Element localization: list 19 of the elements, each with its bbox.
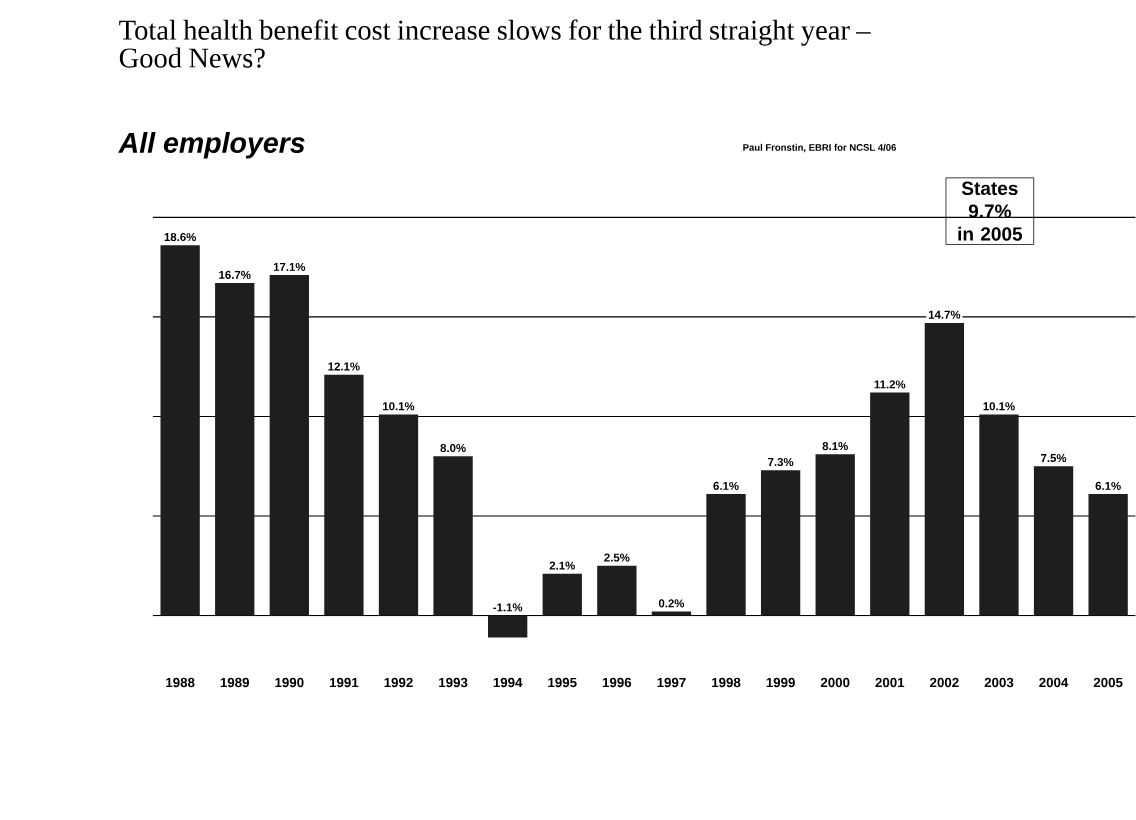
bar — [160, 245, 200, 616]
bar — [433, 456, 473, 616]
bar — [378, 414, 419, 616]
bar — [760, 470, 801, 616]
bar — [269, 274, 309, 616]
bar — [815, 454, 855, 616]
bar — [542, 573, 582, 616]
bar — [1088, 493, 1128, 616]
bar — [488, 615, 528, 638]
chart-title: Total health benefit cost increase slows for the third straight year – Good News? — [119, 19, 871, 68]
chart-subtitle: All employers — [118, 131, 305, 159]
bar — [870, 392, 910, 616]
bar — [597, 565, 637, 616]
bar — [1033, 466, 1074, 616]
bar — [706, 493, 746, 616]
bar — [979, 414, 1019, 616]
bar — [324, 374, 364, 616]
bar — [924, 322, 965, 616]
bar — [215, 282, 255, 616]
